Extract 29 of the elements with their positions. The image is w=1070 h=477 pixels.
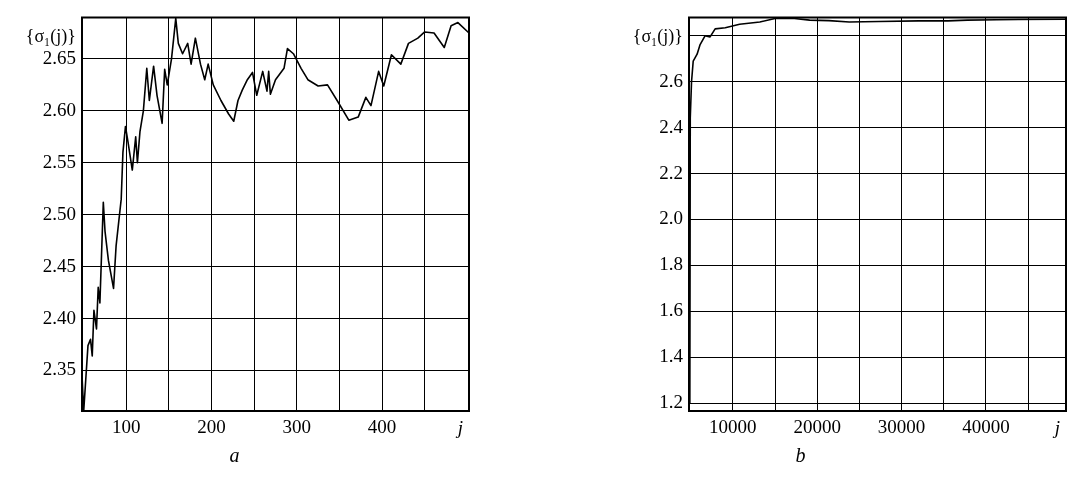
y-tick-label: 2.6	[659, 69, 683, 91]
x-tick-label: 20000	[793, 416, 841, 438]
x-tick-label: 10000	[709, 416, 757, 438]
y-tick-label: 2.2	[659, 161, 683, 183]
y-tick-label: 2.40	[42, 306, 76, 328]
x-axis-title: j	[1051, 416, 1060, 438]
y-axis-title: {σ₁(j)}	[25, 26, 76, 48]
x-tick-label: 100	[112, 416, 141, 438]
x-tick-label: 40000	[962, 416, 1010, 438]
x-tick-label: 400	[367, 416, 397, 438]
y-tick-label: 2.60	[42, 98, 76, 120]
x-tick-label: 300	[282, 416, 312, 438]
y-tick-label: 2.55	[42, 150, 76, 172]
x-tick-label: 30000	[877, 416, 926, 438]
y-tick-label: 2.45	[42, 254, 76, 276]
y-tick-label: 2.35	[42, 358, 76, 380]
y-tick-label: 1.6	[659, 299, 683, 321]
y-tick-label: 2.50	[42, 202, 76, 224]
text: b	[795, 444, 806, 467]
y-tick-label: 2.4	[659, 115, 684, 137]
text: a	[229, 444, 240, 467]
y-tick-label: 1.4	[659, 345, 684, 367]
y-tick-label: 2.0	[659, 207, 683, 229]
y-tick-label: 2.65	[42, 46, 76, 68]
y-tick-label: 1.8	[659, 253, 683, 275]
x-axis-title: j	[454, 416, 463, 438]
y-axis-title: {σ₁(j)}	[632, 26, 683, 48]
x-tick-label: 200	[197, 416, 226, 438]
y-tick-label: 1.2	[659, 391, 683, 413]
